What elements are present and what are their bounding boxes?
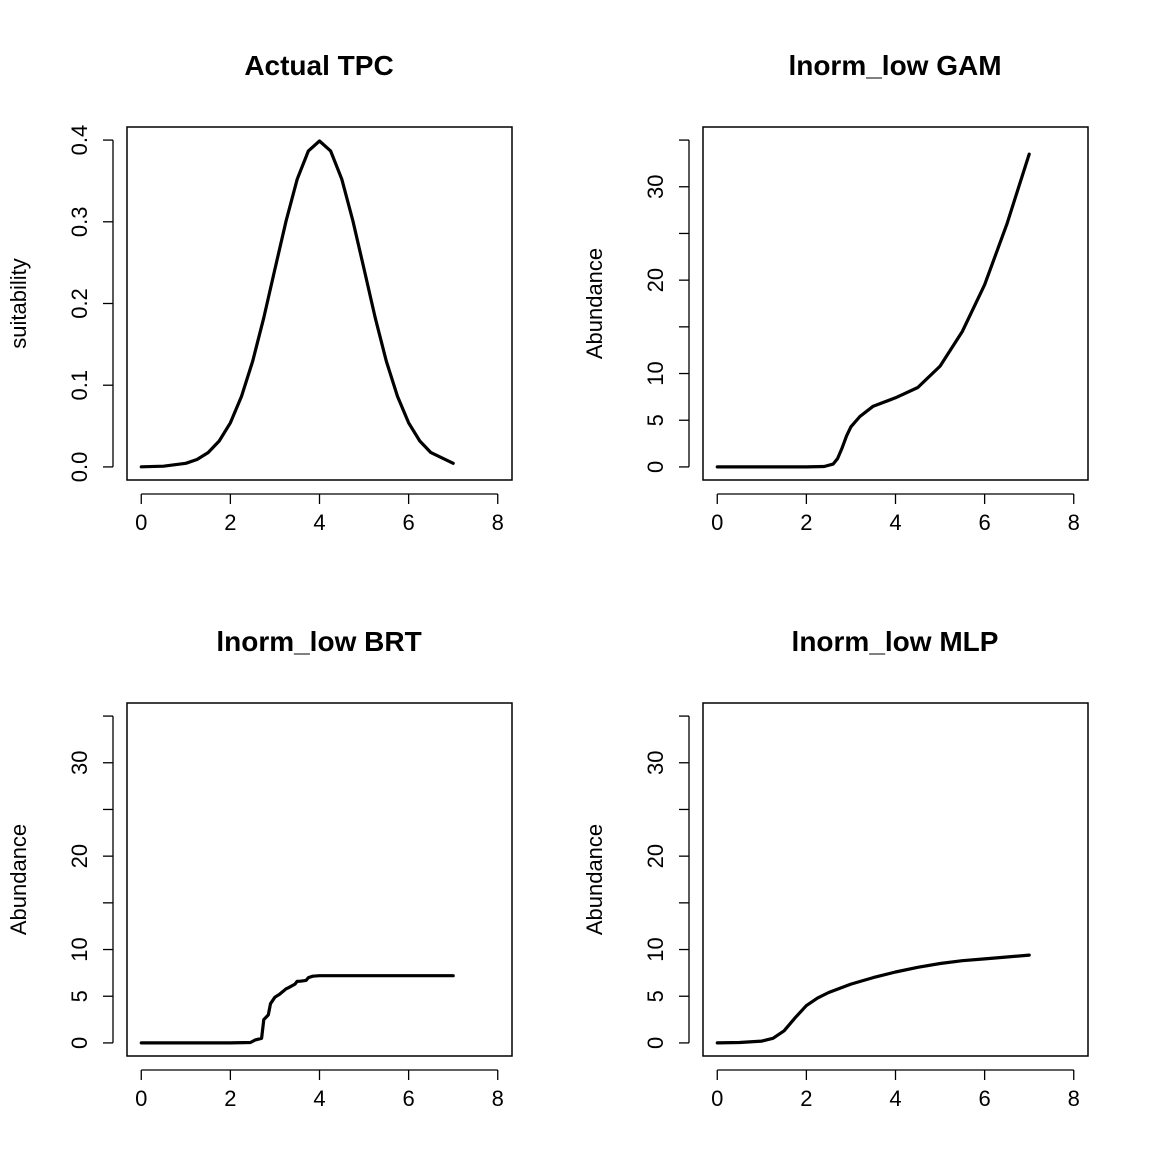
y-tick-label: 5 xyxy=(643,990,668,1002)
y-tick-label: 20 xyxy=(67,844,92,868)
x-tick-label: 6 xyxy=(978,1086,990,1111)
x-tick-label: 6 xyxy=(402,1086,414,1111)
plot-frame xyxy=(126,126,513,481)
y-tick-label: 0 xyxy=(643,1037,668,1049)
x-tick-label: 0 xyxy=(711,510,723,535)
x-tick-label: 2 xyxy=(800,1086,812,1111)
plot-frame xyxy=(702,702,1089,1057)
x-tick-label: 0 xyxy=(135,1086,147,1111)
panel-title: lnorm_low MLP xyxy=(792,626,999,657)
plot-frame xyxy=(126,702,513,1057)
y-tick-label: 30 xyxy=(643,751,668,775)
x-tick-label: 4 xyxy=(889,1086,901,1111)
y-tick-label: 0.3 xyxy=(67,206,92,237)
panel-title: lnorm_low GAM xyxy=(788,50,1001,81)
x-tick-label: 2 xyxy=(224,510,236,535)
x-tick-label: 2 xyxy=(224,1086,236,1111)
y-axis-label: suitability xyxy=(6,258,31,348)
panel-title: lnorm_low BRT xyxy=(216,626,421,657)
y-tick-label: 0.2 xyxy=(67,288,92,319)
y-axis-label: Abundance xyxy=(582,824,607,935)
y-tick-label: 20 xyxy=(643,268,668,292)
x-tick-label: 4 xyxy=(313,1086,325,1111)
x-tick-label: 8 xyxy=(1068,1086,1080,1111)
chart-panel-3: lnorm_low BRT 0 2 4 6 8 0 5 10 20 30 Abundance xyxy=(6,626,513,1111)
y-axis-label: Abundance xyxy=(6,824,31,935)
panel-title: Actual TPC xyxy=(244,50,393,81)
x-tick-label: 4 xyxy=(889,510,901,535)
y-tick-label: 5 xyxy=(643,414,668,426)
y-tick-label: 10 xyxy=(643,937,668,961)
y-tick-label: 0.1 xyxy=(67,370,92,401)
y-tick-label: 0 xyxy=(67,1037,92,1049)
x-tick-label: 8 xyxy=(1068,510,1080,535)
series-line xyxy=(139,139,455,469)
y-tick-label: 10 xyxy=(643,361,668,385)
chart-panel-1: Actual TPC 0 2 4 6 8 0.0 0.1 0.2 0.3 0.4 suitabilit… xyxy=(6,50,513,535)
y-tick-label: 20 xyxy=(643,844,668,868)
y-tick-label: 0 xyxy=(643,461,668,473)
x-tick-label: 2 xyxy=(800,510,812,535)
y-tick-label: 30 xyxy=(67,751,92,775)
x-tick-label: 4 xyxy=(313,510,325,535)
x-tick-label: 6 xyxy=(978,510,990,535)
x-tick-label: 6 xyxy=(402,510,414,535)
y-axis-label: Abundance xyxy=(582,248,607,359)
x-tick-label: 0 xyxy=(711,1086,723,1111)
series-line xyxy=(715,953,1031,1045)
series-line xyxy=(715,152,1031,469)
y-tick-label: 30 xyxy=(643,175,668,199)
x-tick-label: 8 xyxy=(492,1086,504,1111)
series-line xyxy=(139,974,455,1045)
x-tick-label: 8 xyxy=(492,510,504,535)
plot-frame xyxy=(702,126,1089,481)
chart-panel-2: lnorm_low GAM 0 2 4 6 8 0 5 10 20 30 Abundance xyxy=(582,50,1089,535)
y-tick-label: 0.0 xyxy=(67,452,92,483)
y-tick-label: 10 xyxy=(67,937,92,961)
y-tick-label: 5 xyxy=(67,990,92,1002)
chart-panel-4: lnorm_low MLP 0 2 4 6 8 0 5 10 20 30 Abundance xyxy=(582,626,1089,1111)
x-tick-label: 0 xyxy=(135,510,147,535)
y-tick-label: 0.4 xyxy=(67,125,92,156)
